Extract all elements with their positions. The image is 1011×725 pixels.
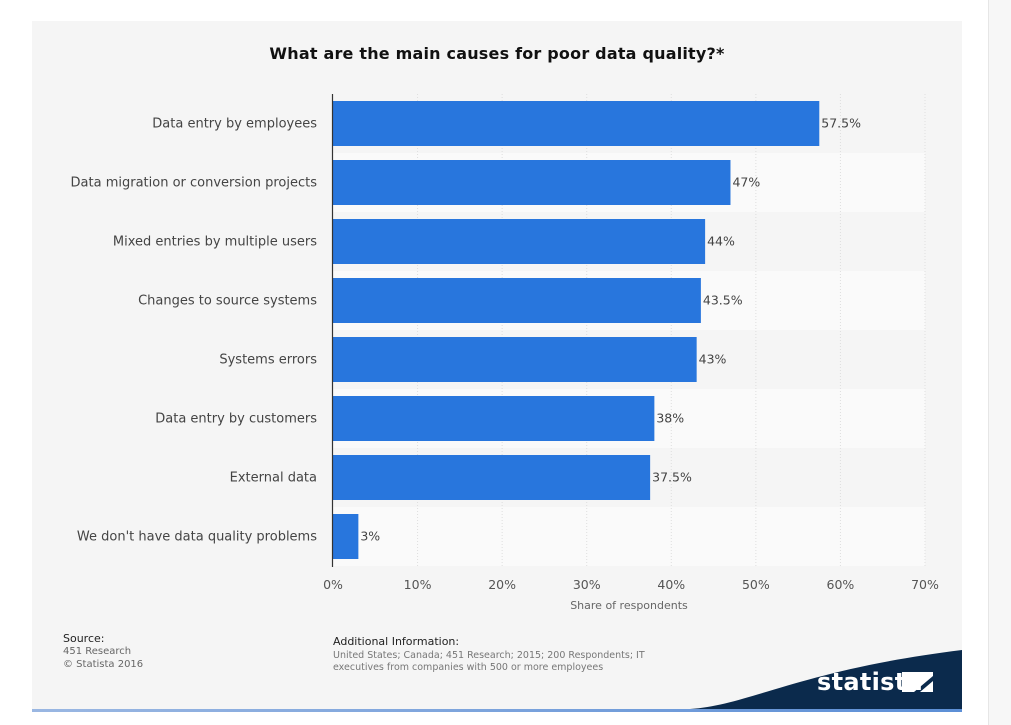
x-axis-title: Share of respondents — [570, 599, 688, 612]
category-label: Systems errors — [219, 353, 317, 368]
x-tick-label: 10% — [404, 577, 432, 592]
bar — [333, 455, 651, 500]
x-tick-label: 20% — [488, 577, 516, 592]
source-heading: Source: — [63, 632, 105, 645]
value-label: 37.5% — [652, 470, 692, 485]
bar — [333, 278, 701, 323]
right-side-panel — [988, 0, 1011, 725]
bar — [333, 101, 820, 146]
x-tick-label: 40% — [657, 577, 685, 592]
category-label: Data migration or conversion projects — [71, 176, 318, 191]
value-label: 57.5% — [821, 116, 861, 131]
bar — [333, 514, 359, 559]
row-band — [333, 507, 925, 566]
card-accent-line — [32, 709, 962, 712]
value-label: 38% — [656, 411, 684, 426]
bar — [333, 337, 697, 382]
bar — [333, 396, 655, 441]
category-label: We don't have data quality problems — [77, 530, 317, 545]
additional-info-block: Additional Information: United States; C… — [333, 635, 663, 674]
x-tick-label: 60% — [827, 577, 855, 592]
bar — [333, 160, 731, 205]
value-label: 44% — [707, 234, 735, 249]
copyright-line: © Statista 2016 — [63, 659, 144, 670]
additional-info-text: United States; Canada; 451 Research; 201… — [333, 650, 645, 673]
value-label: 43% — [699, 352, 727, 367]
bar — [333, 219, 706, 264]
category-label: Mixed entries by multiple users — [113, 235, 317, 250]
brand-band — [690, 650, 962, 709]
x-tick-label: 30% — [573, 577, 601, 592]
source-line: 451 Research — [63, 646, 132, 657]
x-tick-label: 0% — [323, 577, 343, 592]
value-label: 3% — [360, 529, 380, 544]
source-block: Source: 451 Research © Statista 2016 — [63, 632, 143, 671]
value-label: 47% — [732, 175, 760, 190]
x-tick-label: 70% — [911, 577, 939, 592]
x-tick-label: 50% — [742, 577, 770, 592]
category-label: Changes to source systems — [138, 294, 317, 309]
value-label: 43.5% — [703, 293, 743, 308]
category-label: Data entry by employees — [152, 117, 317, 132]
statista-logo-icon — [902, 672, 933, 692]
chart-title: What are the main causes for poor data q… — [269, 44, 725, 63]
additional-info-heading: Additional Information: — [333, 635, 460, 648]
category-label: External data — [230, 471, 317, 486]
category-label: Data entry by customers — [155, 412, 317, 427]
